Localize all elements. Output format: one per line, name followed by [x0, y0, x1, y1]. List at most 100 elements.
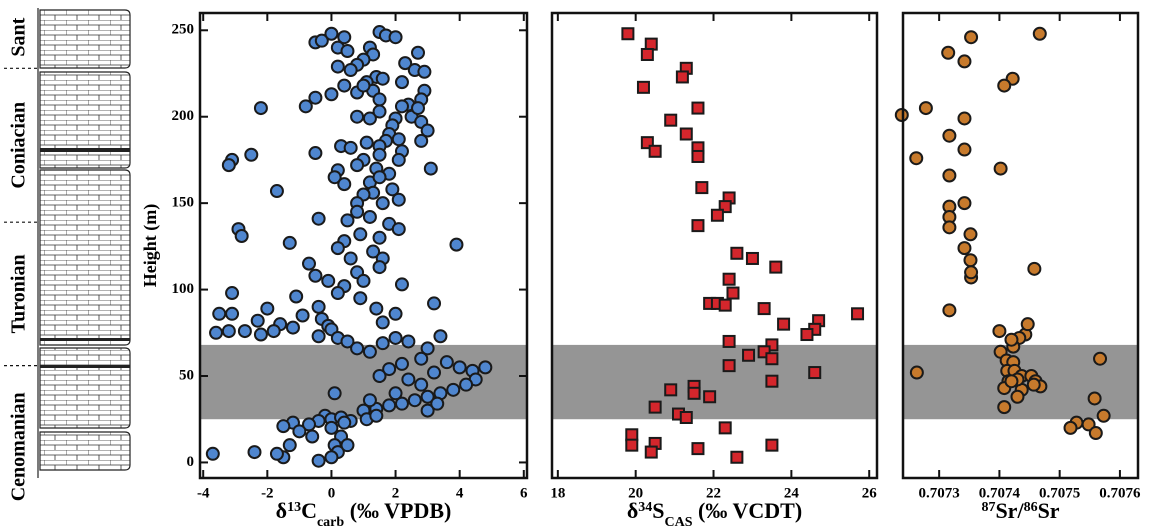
data-point	[765, 374, 779, 388]
data-point	[1004, 332, 1019, 347]
data-point	[372, 369, 387, 384]
shaded-interval	[552, 344, 877, 420]
data-point	[388, 30, 403, 45]
x-axis-label: δ13Ccarb (‰ VPDB)	[276, 498, 452, 530]
data-point	[269, 184, 284, 199]
data-point	[430, 396, 445, 411]
y-tick-label: 250	[172, 22, 195, 38]
data-point	[382, 362, 397, 377]
x-axis-label-part: δ	[627, 498, 638, 523]
data-point	[449, 237, 464, 252]
data-point	[718, 200, 732, 214]
data-point	[446, 382, 461, 397]
data-point	[941, 45, 956, 60]
data-point	[353, 227, 368, 242]
data-point	[298, 99, 313, 114]
data-point	[1010, 389, 1025, 404]
x-axis-label-part: 13	[287, 500, 301, 515]
data-point	[742, 348, 756, 362]
data-point	[993, 161, 1008, 176]
data-point	[765, 438, 779, 452]
x-tick-label: 24	[784, 485, 800, 501]
stage-label: Coniacian	[8, 102, 30, 189]
data-point	[1063, 420, 1078, 435]
y-tick-label: 50	[179, 367, 194, 383]
data-point	[411, 101, 425, 116]
data-point	[769, 260, 783, 274]
data-point	[372, 170, 387, 185]
data-point	[337, 30, 352, 45]
data-point	[1004, 374, 1019, 389]
data-point	[1087, 391, 1102, 406]
data-point	[648, 144, 662, 158]
data-point	[343, 251, 358, 266]
data-point	[391, 132, 406, 147]
data-point	[636, 80, 650, 94]
data-point	[765, 338, 779, 352]
x-tick-label: 0	[328, 485, 336, 501]
data-point	[337, 415, 352, 430]
data-point	[757, 345, 771, 359]
data-point	[330, 59, 345, 74]
data-point	[423, 161, 438, 176]
data-point	[289, 289, 304, 304]
plot-frame	[550, 11, 879, 480]
data-point	[337, 78, 352, 93]
data-point	[957, 54, 972, 69]
data-point	[1093, 351, 1108, 366]
data-point	[340, 213, 355, 228]
data-point	[276, 419, 291, 434]
data-point	[427, 296, 442, 311]
data-point	[695, 181, 709, 195]
data-point	[957, 142, 972, 157]
data-point	[439, 355, 454, 370]
data-point	[391, 222, 406, 237]
data-point	[225, 306, 240, 321]
data-point	[372, 104, 387, 119]
data-point	[478, 360, 493, 375]
data-point	[997, 400, 1012, 415]
x-tick-label: 0.7073	[919, 485, 960, 501]
data-point	[394, 356, 409, 371]
data-point	[730, 246, 744, 260]
data-point	[401, 334, 416, 349]
data-point	[372, 230, 387, 245]
data-point	[691, 442, 705, 456]
data-point	[382, 398, 397, 413]
data-point	[209, 325, 224, 340]
data-point	[330, 286, 345, 301]
x-tick-label: 0.7075	[1039, 485, 1080, 501]
x-axis-label-part: (‰ VPDB)	[344, 498, 451, 523]
data-point	[372, 147, 387, 162]
data-point	[918, 101, 933, 116]
data-point	[664, 113, 678, 127]
x-tick-label: 18	[550, 485, 565, 501]
data-point	[765, 352, 779, 366]
data-point	[1096, 408, 1111, 423]
data-point	[311, 453, 326, 468]
data-point	[375, 196, 390, 211]
data-point	[391, 152, 406, 167]
data-point	[372, 92, 387, 107]
data-point	[350, 109, 365, 124]
data-point	[375, 71, 390, 86]
data-point	[250, 313, 265, 328]
data-point	[372, 260, 387, 275]
x-tick-label: 22	[706, 485, 721, 501]
x-tick-label: 2	[392, 485, 400, 501]
data-point	[212, 306, 227, 321]
data-point	[726, 286, 740, 300]
data-point	[691, 149, 705, 163]
data-point	[356, 78, 371, 93]
data-point	[777, 317, 791, 331]
data-point	[909, 151, 924, 166]
data-point	[745, 251, 759, 265]
data-point	[285, 320, 300, 335]
data-point	[1032, 26, 1047, 41]
data-point	[909, 365, 924, 380]
data-point	[350, 204, 365, 219]
data-point	[640, 136, 654, 150]
data-point	[452, 360, 467, 375]
data-point	[375, 336, 390, 351]
data-point	[433, 329, 448, 344]
